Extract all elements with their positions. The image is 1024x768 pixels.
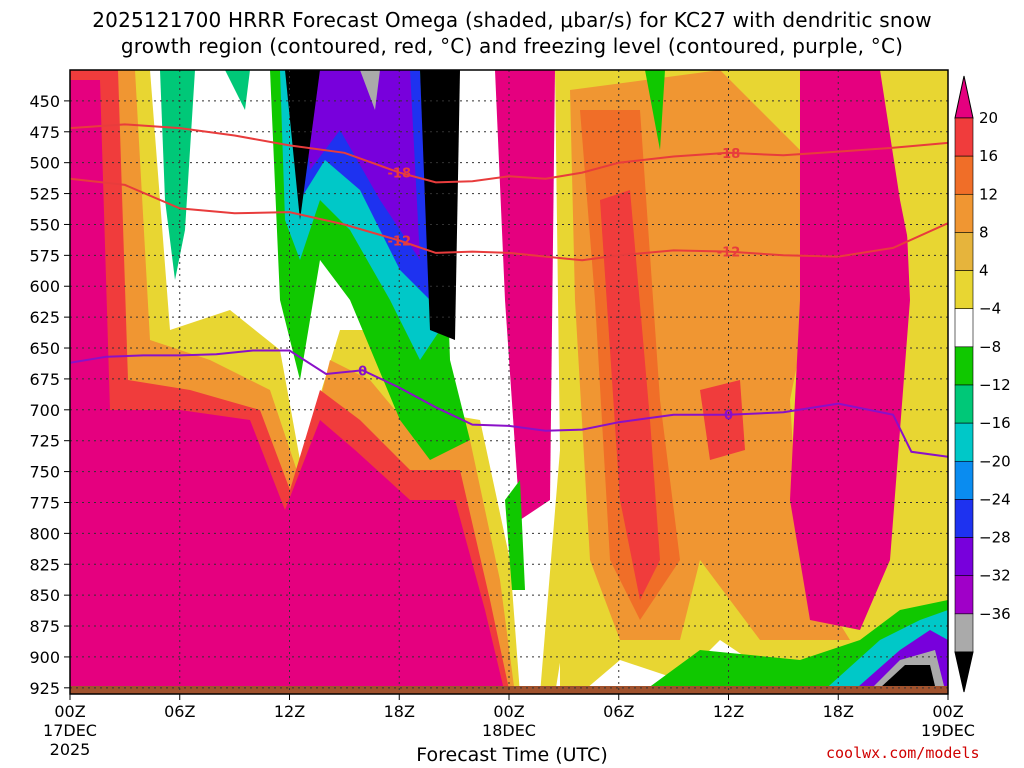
colorbar-label: −20 — [979, 452, 1011, 470]
colorbar-swatch — [954, 384, 974, 424]
colorbar-swatch — [954, 308, 974, 348]
y-tick-label: 725 — [29, 432, 60, 451]
contour-label: -18 — [717, 147, 741, 162]
colorbar-swatch — [954, 422, 974, 462]
colorbar-swatch — [954, 232, 974, 271]
chart-subtitle: growth region (contoured, red, °C) and f… — [120, 34, 904, 58]
colorbar-swatch — [954, 117, 974, 157]
x-tick-label: 00Z — [493, 702, 524, 721]
colorbar-swatch — [954, 155, 974, 195]
x-year-label: 2025 — [50, 740, 91, 759]
y-tick-label: 600 — [29, 277, 60, 296]
y-tick-label: 575 — [29, 246, 60, 265]
colorbar-label: −24 — [979, 490, 1011, 508]
colorbar-label: −36 — [979, 605, 1011, 623]
colorbar-bottom-arrow — [954, 651, 974, 693]
x-tick-label: 06Z — [603, 702, 634, 721]
colorbar-label: 8 — [979, 223, 989, 241]
contour-label: 0 — [724, 409, 733, 424]
colorbar-label: −12 — [979, 376, 1011, 394]
y-tick-label: 900 — [29, 648, 60, 667]
y-tick-label: 650 — [29, 339, 60, 358]
y-tick-label: 750 — [29, 463, 60, 482]
colorbar-label: 4 — [979, 262, 989, 280]
colorbar-swatch — [954, 537, 974, 577]
y-tick-label: 700 — [29, 401, 60, 420]
x-tick-date: 18DEC — [482, 721, 536, 740]
y-tick-label: 850 — [29, 586, 60, 605]
y-tick-label: 550 — [29, 215, 60, 234]
colorbar-top-arrow — [954, 75, 974, 119]
x-tick-date: 19DEC — [921, 721, 975, 740]
colorbar-label: −28 — [979, 529, 1011, 547]
contour-label: 0 — [358, 364, 367, 379]
contour-label: -12 — [717, 246, 741, 261]
freezing-level-contour — [70, 349, 948, 458]
x-axis-label: Forecast Time (UTC) — [416, 744, 608, 766]
colorbar-label: 20 — [979, 109, 998, 127]
x-tick-label: 00Z — [54, 702, 85, 721]
x-tick-label: 12Z — [713, 702, 744, 721]
contour-label: -12 — [388, 235, 412, 250]
gridlines — [70, 70, 948, 694]
x-tick-label: 18Z — [823, 702, 854, 721]
dgz-minus12-contour — [70, 177, 948, 262]
y-tick-label: 925 — [29, 679, 60, 698]
contour-lines: -18 -18 -12 -12 0 0 — [70, 123, 948, 458]
x-tick-label: 12Z — [274, 702, 305, 721]
x-tick-label: 18Z — [384, 702, 415, 721]
colorbar: 20 16 12 8 4 −4 −8 −12 −16 −20 −24 −28 −32 −36 — [954, 75, 1011, 693]
colorbar-label: 16 — [979, 147, 998, 165]
colorbar-swatch — [954, 575, 974, 615]
y-axis: 450 475 500 525 550 575 600 625 650 675 700 725 750 7… — [29, 92, 70, 698]
contour-label: -18 — [388, 167, 412, 182]
colorbar-swatch — [954, 346, 974, 386]
colorbar-swatch — [954, 460, 974, 500]
y-tick-label: 675 — [29, 370, 60, 389]
colorbar-swatch — [954, 613, 974, 653]
colorbar-swatch — [954, 499, 974, 538]
y-tick-label: 775 — [29, 493, 60, 512]
y-tick-label: 625 — [29, 308, 60, 327]
y-tick-label: 500 — [29, 154, 60, 173]
colorbar-label: −16 — [979, 414, 1011, 432]
colorbar-swatch — [954, 270, 974, 310]
y-tick-label: 475 — [29, 123, 60, 142]
y-tick-label: 825 — [29, 555, 60, 574]
dgz-minus18-contour — [70, 123, 948, 184]
y-tick-label: 525 — [29, 185, 60, 204]
y-tick-label: 800 — [29, 524, 60, 543]
colorbar-label: −8 — [979, 338, 1001, 356]
colorbar-label: −4 — [979, 300, 1001, 318]
x-tick-label: 00Z — [932, 702, 963, 721]
x-tick-date: 17DEC — [43, 721, 97, 740]
omega-shading — [70, 70, 948, 694]
y-tick-label: 450 — [29, 92, 60, 111]
y-tick-label: 875 — [29, 617, 60, 636]
chart-title: 2025121700 HRRR Forecast Omega (shaded, … — [92, 8, 932, 32]
colorbar-swatch — [954, 193, 974, 233]
x-tick-label: 06Z — [164, 702, 195, 721]
colorbar-label: 12 — [979, 185, 998, 203]
site-credit: coolwx.com/models — [826, 744, 980, 762]
colorbar-label: −32 — [979, 567, 1011, 585]
